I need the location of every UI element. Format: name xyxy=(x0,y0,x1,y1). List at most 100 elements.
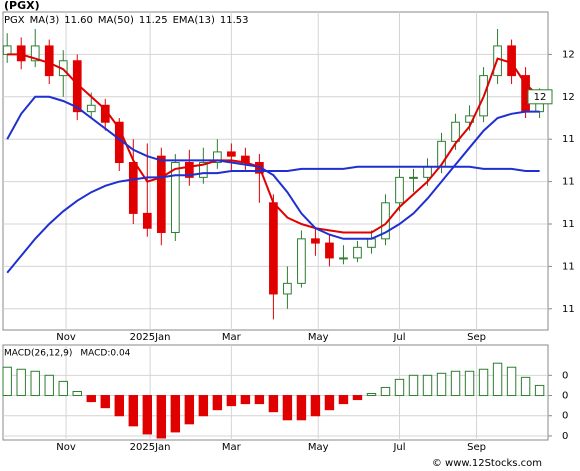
macd-bar xyxy=(492,362,503,397)
x-tick-label: Nov xyxy=(56,442,76,453)
macd-bar xyxy=(268,395,279,413)
x-tick-label: 2025Jan xyxy=(130,332,171,343)
macd-bar xyxy=(450,370,461,397)
candle-body xyxy=(16,45,26,62)
candle-body xyxy=(198,162,208,178)
x-tick-label: May xyxy=(308,442,329,453)
candle-body xyxy=(227,151,236,157)
x-tick-label: Sep xyxy=(467,332,486,343)
macd-bar xyxy=(408,374,419,397)
candle-body xyxy=(156,155,166,233)
macd-bar xyxy=(282,395,293,421)
y-tick-label: 11 xyxy=(562,261,575,272)
last-price-box xyxy=(527,89,553,105)
x-tick-label: Jul xyxy=(392,332,405,343)
y-tick-label: 0 xyxy=(562,370,568,381)
macd-bar xyxy=(520,376,531,397)
legend-text: 11.25 xyxy=(139,15,168,26)
candle-body xyxy=(353,246,362,259)
candle-body xyxy=(72,60,82,113)
macd-bar xyxy=(170,395,181,433)
indicator-line xyxy=(6,95,540,240)
macd-bar xyxy=(226,395,237,407)
macd-bar xyxy=(478,368,489,397)
macd-bar xyxy=(436,372,447,397)
candle-body xyxy=(395,176,404,204)
y-tick-label: 11 xyxy=(562,304,575,315)
x-tick-label: Mar xyxy=(222,442,242,453)
macd-bar xyxy=(198,395,209,417)
y-tick-label: 11 xyxy=(562,177,575,188)
candle-body xyxy=(451,121,460,142)
macd-bar xyxy=(30,370,40,397)
candle-body xyxy=(283,282,292,295)
macd-bar xyxy=(44,374,54,397)
macd-bar xyxy=(366,393,377,397)
macd-bar xyxy=(464,370,475,397)
candle-body xyxy=(86,104,96,113)
macd-bar xyxy=(338,395,349,405)
y-tick-label: 0 xyxy=(562,411,568,422)
candle-body xyxy=(325,242,334,259)
candle-body xyxy=(423,166,432,178)
macd-bar xyxy=(184,395,195,425)
x-tick-label: Sep xyxy=(467,442,486,453)
y-tick-label: 12 xyxy=(562,49,575,60)
candle-body xyxy=(507,45,516,77)
candle-body xyxy=(409,176,418,179)
candle-body xyxy=(170,162,180,233)
indicator-line xyxy=(6,165,540,274)
macd-bar xyxy=(506,366,517,397)
macd-bar xyxy=(422,374,433,397)
candle-body xyxy=(30,45,40,62)
x-tick-label: May xyxy=(308,332,329,343)
candle-body xyxy=(311,238,320,244)
candle-body xyxy=(297,238,306,284)
macd-bar xyxy=(142,395,153,435)
candle-body xyxy=(367,238,376,248)
macd-bar xyxy=(86,395,96,403)
x-tick-label: Nov xyxy=(56,332,76,343)
macd-bar xyxy=(394,378,405,397)
macd-bar xyxy=(114,395,124,417)
macd-bar xyxy=(156,395,167,439)
candle-body xyxy=(184,162,194,178)
macd-bar xyxy=(2,366,12,397)
candle-body xyxy=(2,45,12,55)
legend-text: MA(50) xyxy=(98,15,134,26)
macd-bar xyxy=(310,395,321,417)
x-tick-label: Jul xyxy=(392,442,405,453)
x-tick-label: Mar xyxy=(222,332,242,343)
legend-text: 11.60 xyxy=(64,15,93,26)
macd-bar xyxy=(212,395,223,411)
macd-bar xyxy=(58,380,68,397)
candle-body xyxy=(128,162,138,214)
candle-body xyxy=(269,202,278,295)
legend-text: EMA(13) xyxy=(173,15,215,26)
macd-bar xyxy=(240,395,251,405)
macd-bar xyxy=(296,395,307,421)
macd-value: MACD:0.04 xyxy=(80,349,130,359)
footer: © www.12Stocks.com xyxy=(432,458,542,469)
macd-bar xyxy=(72,390,82,397)
candle-body xyxy=(44,45,54,77)
indicator-line xyxy=(7,53,541,234)
macd-bar xyxy=(100,395,110,409)
macd-bar xyxy=(324,395,335,411)
macd-bar xyxy=(534,384,545,397)
macd-bar xyxy=(380,386,391,397)
y-tick-label: 0 xyxy=(562,431,568,442)
x-tick-label: 2025Jan xyxy=(130,442,171,453)
macd-title: MACD(26,12,9) xyxy=(4,349,72,359)
macd-bar xyxy=(352,395,363,401)
legend-text: 11.53 xyxy=(220,15,249,26)
legend-text: PGX xyxy=(4,15,25,26)
y-tick-label: 11 xyxy=(562,134,575,145)
y-tick-label: 0 xyxy=(562,391,568,402)
chart-title: (PGX) xyxy=(4,0,40,12)
y-tick-label: 12 xyxy=(562,92,575,103)
candle-body xyxy=(213,151,222,164)
last-price-label: 12 xyxy=(534,92,547,103)
candle-body xyxy=(142,212,152,229)
